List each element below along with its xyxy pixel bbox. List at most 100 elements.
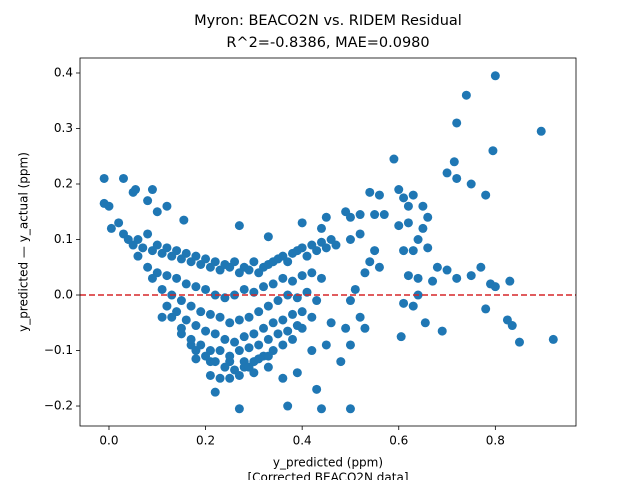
- point: [442, 168, 452, 178]
- point: [331, 240, 341, 250]
- point: [191, 251, 201, 261]
- point: [403, 271, 413, 281]
- point: [268, 279, 278, 289]
- point: [370, 246, 380, 256]
- point: [442, 265, 452, 275]
- point: [220, 362, 230, 372]
- point: [292, 321, 302, 331]
- point: [420, 318, 430, 328]
- point: [536, 126, 546, 136]
- point: [210, 387, 220, 397]
- point: [201, 284, 211, 294]
- point: [408, 190, 418, 200]
- y-axis-label: y_predicted — y_actual (ppm): [17, 152, 31, 332]
- point: [191, 346, 201, 356]
- point: [507, 321, 517, 331]
- point: [239, 332, 249, 342]
- chart-title: Myron: BEACO2N vs. RIDEM Residual: [194, 13, 462, 29]
- point: [143, 196, 153, 206]
- point: [205, 370, 215, 380]
- point: [432, 262, 442, 272]
- point: [345, 212, 355, 222]
- point: [254, 307, 264, 317]
- point: [278, 340, 288, 350]
- point: [307, 268, 317, 278]
- point: [263, 334, 273, 344]
- point: [263, 232, 273, 242]
- point: [263, 301, 273, 311]
- point: [365, 257, 375, 267]
- point: [408, 301, 418, 311]
- x-tick-label: 0.8: [486, 434, 505, 448]
- point: [316, 404, 326, 414]
- point: [403, 218, 413, 228]
- point: [181, 248, 191, 258]
- point: [399, 298, 409, 308]
- point: [336, 357, 346, 367]
- point: [452, 173, 462, 183]
- chart-subtitle: R^2=-0.8386, MAE=0.0980: [226, 35, 429, 51]
- point: [263, 362, 273, 372]
- point: [152, 240, 162, 250]
- y-tick-label: −0.2: [44, 399, 73, 413]
- point: [254, 340, 264, 350]
- point: [191, 282, 201, 292]
- point: [302, 251, 312, 261]
- point: [225, 318, 235, 328]
- point: [230, 337, 240, 347]
- point: [278, 273, 288, 283]
- point: [312, 246, 322, 256]
- point: [341, 323, 351, 333]
- point: [181, 279, 191, 289]
- point: [254, 354, 264, 364]
- point: [143, 262, 153, 272]
- point: [345, 235, 355, 245]
- point: [278, 315, 288, 325]
- point: [118, 173, 128, 183]
- point: [481, 190, 491, 200]
- point: [283, 326, 293, 336]
- point: [205, 309, 215, 319]
- y-tick-label: 0.4: [54, 65, 73, 79]
- point: [143, 229, 153, 239]
- point: [234, 315, 244, 325]
- point: [249, 329, 259, 339]
- point: [131, 185, 141, 195]
- point: [172, 246, 182, 256]
- point: [196, 307, 206, 317]
- point: [399, 193, 409, 203]
- x-tick-label: 0.6: [389, 434, 408, 448]
- point: [396, 332, 406, 342]
- point: [288, 334, 298, 344]
- y-tick-label: 0.0: [54, 288, 73, 302]
- point: [316, 273, 326, 283]
- point: [514, 337, 524, 347]
- point: [283, 257, 293, 267]
- point: [437, 326, 447, 336]
- x-tick-label: 0.4: [293, 434, 312, 448]
- point: [312, 384, 322, 394]
- point: [408, 246, 418, 256]
- point: [157, 284, 167, 294]
- x-axis-label-2: [Corrected BEACO2N data]: [247, 471, 408, 480]
- point: [418, 201, 428, 211]
- point: [249, 257, 259, 267]
- point: [418, 223, 428, 233]
- point: [162, 271, 172, 281]
- point: [234, 221, 244, 231]
- point: [490, 282, 500, 292]
- point: [220, 334, 230, 344]
- point: [157, 312, 167, 322]
- point: [176, 296, 186, 306]
- point: [428, 276, 438, 286]
- point: [225, 351, 235, 361]
- point: [234, 404, 244, 414]
- point: [345, 404, 355, 414]
- point: [399, 246, 409, 256]
- point: [162, 301, 172, 311]
- point: [152, 207, 162, 217]
- point: [273, 296, 283, 306]
- point: [147, 185, 157, 195]
- y-tick-label: 0.3: [54, 121, 73, 135]
- point: [423, 243, 433, 253]
